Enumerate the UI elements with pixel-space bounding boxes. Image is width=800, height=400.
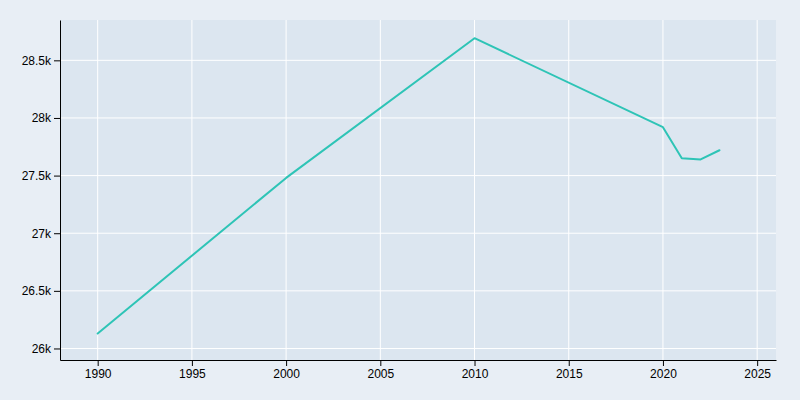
x-axis-line: [61, 360, 777, 361]
x-tick: 2000: [273, 360, 300, 381]
line: [98, 38, 720, 333]
x-tick-label: 1995: [179, 367, 206, 381]
x-tick: 2005: [367, 360, 394, 381]
grid-line: [474, 20, 475, 360]
x-tick-mark: [192, 360, 193, 366]
x-tick-label: 2015: [556, 367, 583, 381]
x-tick-mark: [380, 360, 381, 366]
x-tick-mark: [286, 360, 287, 366]
y-tick-label: 27k: [32, 227, 52, 241]
plot-background: [60, 20, 776, 360]
grid-line: [380, 20, 381, 360]
x-tick-mark: [757, 360, 758, 366]
y-tick: 27k: [32, 227, 60, 241]
grid-line: [191, 20, 192, 360]
grid-line: [97, 20, 98, 360]
x-tick: 1995: [179, 360, 206, 381]
grid-line: [60, 233, 776, 234]
chart: 1990 1995 2000 2005 2010 2015 2020 2025 26k 26.5k…: [0, 0, 800, 400]
y-tick: 27.5k: [22, 169, 60, 183]
y-axis-line: [60, 21, 61, 361]
y-tick-label: 26k: [32, 342, 52, 356]
x-tick-label: 1990: [85, 367, 112, 381]
y-tick: 26.5k: [22, 284, 60, 298]
x-tick: 2020: [650, 360, 677, 381]
grid-line: [568, 20, 569, 360]
y-tick-label: 28.5k: [22, 54, 52, 68]
y-tick: 28.5k: [22, 54, 60, 68]
x-tick: 2010: [462, 360, 489, 381]
y-tick-mark: [54, 176, 60, 177]
x-tick: 1990: [85, 360, 112, 381]
x-tick-label: 2005: [367, 367, 394, 381]
grid-line: [662, 20, 663, 360]
x-tick-mark: [98, 360, 99, 366]
background: [0, 0, 800, 400]
x-tick: 2025: [744, 360, 771, 381]
x-tick: 2015: [556, 360, 583, 381]
marks: [98, 38, 720, 333]
grid-line: [286, 20, 287, 360]
y-tick-mark: [54, 348, 60, 349]
y-tick-mark: [54, 118, 60, 119]
plot: 1990 1995 2000 2005 2010 2015 2020 2025 26k 26.5k…: [22, 20, 777, 381]
x-tick-label: 2010: [462, 367, 489, 381]
y-tick-mark: [54, 60, 60, 61]
grid-line: [757, 20, 758, 360]
y-tick-label: 28k: [32, 111, 52, 125]
y-tick: 26k: [32, 342, 60, 356]
x-tick-mark: [569, 360, 570, 366]
x-tick-mark: [663, 360, 664, 366]
y-tick-label: 26.5k: [22, 284, 52, 298]
grid-line: [60, 60, 776, 61]
x-tick-mark: [475, 360, 476, 366]
grid-line: [60, 348, 776, 349]
y-tick-mark: [54, 233, 60, 234]
x-tick-label: 2020: [650, 367, 677, 381]
grid-line: [60, 290, 776, 291]
y-tick-label: 27.5k: [22, 169, 52, 183]
y-tick: 28k: [32, 111, 60, 125]
x-tick-label: 2000: [273, 367, 300, 381]
x-axis: 1990 1995 2000 2005 2010 2015 2020 2025: [61, 360, 777, 381]
grid: [60, 20, 776, 360]
y-tick-mark: [54, 291, 60, 292]
grid-line: [60, 117, 776, 118]
y-axis: 26k 26.5k 27k 27.5k 28k 28.5k: [22, 21, 61, 361]
grid-line: [60, 175, 776, 176]
x-tick-label: 2025: [744, 367, 771, 381]
